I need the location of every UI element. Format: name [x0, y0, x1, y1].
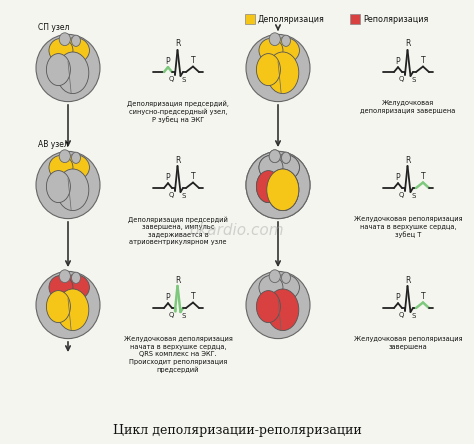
Text: R: R — [405, 40, 410, 48]
Text: Q: Q — [169, 312, 174, 317]
Ellipse shape — [61, 38, 90, 63]
Text: Желудочковая
деполяризация завершена: Желудочковая деполяризация завершена — [360, 100, 456, 114]
Ellipse shape — [36, 271, 100, 339]
Ellipse shape — [246, 271, 310, 339]
Ellipse shape — [269, 150, 281, 163]
Ellipse shape — [246, 151, 310, 218]
Ellipse shape — [57, 289, 89, 331]
Text: Деполяризация предсердий,
синусно-предсердный узел,
Р зубец на ЭКГ: Деполяризация предсердий, синусно-предсе… — [127, 100, 229, 123]
Ellipse shape — [256, 170, 281, 202]
Text: Цикл деполяризации-реполяризации: Цикл деполяризации-реполяризации — [113, 424, 361, 436]
Ellipse shape — [282, 272, 291, 283]
Ellipse shape — [57, 52, 89, 94]
Ellipse shape — [46, 54, 71, 86]
Ellipse shape — [256, 291, 281, 323]
Ellipse shape — [256, 170, 281, 202]
Ellipse shape — [282, 152, 291, 163]
Ellipse shape — [259, 275, 283, 299]
Ellipse shape — [246, 151, 310, 218]
Text: Деполяризация: Деполяризация — [258, 15, 325, 24]
Ellipse shape — [46, 291, 71, 323]
Ellipse shape — [49, 275, 73, 299]
Text: СП узел: СП узел — [38, 23, 69, 32]
Text: P: P — [396, 57, 401, 66]
Text: S: S — [182, 77, 186, 83]
Ellipse shape — [61, 274, 90, 300]
Text: P: P — [166, 173, 170, 182]
Ellipse shape — [271, 155, 300, 180]
Text: Q: Q — [399, 75, 404, 82]
Text: T: T — [191, 56, 195, 65]
Ellipse shape — [72, 35, 81, 47]
Ellipse shape — [267, 169, 299, 210]
Ellipse shape — [269, 270, 281, 282]
Ellipse shape — [36, 151, 100, 218]
Bar — [350, 14, 360, 24]
Text: S: S — [182, 193, 186, 199]
Text: okardio.com: okardio.com — [190, 222, 284, 238]
Ellipse shape — [271, 155, 300, 180]
Text: Q: Q — [399, 192, 404, 198]
Text: R: R — [405, 275, 410, 285]
Ellipse shape — [267, 169, 299, 210]
Ellipse shape — [59, 270, 71, 282]
Text: P: P — [396, 293, 401, 301]
Text: Q: Q — [169, 75, 174, 82]
Text: T: T — [421, 56, 425, 65]
Text: Желудочковая реполяризация
начата в верхушке сердца,
зубец Т: Желудочковая реполяризация начата в верх… — [354, 216, 462, 238]
Ellipse shape — [57, 169, 89, 210]
Text: R: R — [175, 40, 180, 48]
Ellipse shape — [259, 38, 283, 63]
Text: T: T — [421, 292, 425, 301]
Ellipse shape — [46, 170, 71, 202]
Bar — [245, 14, 255, 24]
Ellipse shape — [259, 155, 283, 179]
Ellipse shape — [49, 38, 73, 63]
Text: Реполяризация: Реполяризация — [363, 15, 428, 24]
Ellipse shape — [61, 155, 90, 180]
Text: P: P — [166, 293, 170, 301]
Text: Q: Q — [169, 192, 174, 198]
Text: S: S — [411, 313, 416, 319]
Ellipse shape — [282, 35, 291, 47]
Text: АВ узел: АВ узел — [38, 140, 69, 149]
Ellipse shape — [256, 54, 281, 86]
Ellipse shape — [72, 272, 81, 283]
Text: Желудочковая реполяризация
завершена: Желудочковая реполяризация завершена — [354, 336, 462, 349]
Text: P: P — [166, 57, 170, 66]
Ellipse shape — [267, 52, 299, 94]
Ellipse shape — [267, 289, 299, 331]
Ellipse shape — [36, 34, 100, 102]
Ellipse shape — [271, 38, 300, 63]
Ellipse shape — [59, 33, 71, 46]
Text: R: R — [405, 155, 410, 164]
Text: Желудочковая деполяризация
начата в верхушке сердца,
QRS комплекс на ЭКГ.
Происх: Желудочковая деполяризация начата в верх… — [124, 336, 232, 373]
Text: S: S — [182, 313, 186, 319]
Ellipse shape — [271, 274, 300, 300]
Text: S: S — [411, 193, 416, 199]
Text: R: R — [175, 275, 180, 285]
Ellipse shape — [269, 33, 281, 46]
Ellipse shape — [269, 150, 281, 163]
Ellipse shape — [259, 155, 283, 179]
Text: Q: Q — [399, 312, 404, 317]
Text: T: T — [191, 172, 195, 181]
Text: T: T — [191, 292, 195, 301]
Text: Деполяризация предсердий
завершена, импульс
задерживается в
атриовентрикулярном : Деполяризация предсердий завершена, импу… — [128, 216, 228, 245]
Text: T: T — [421, 172, 425, 181]
Ellipse shape — [246, 34, 310, 102]
Text: S: S — [411, 77, 416, 83]
Ellipse shape — [282, 152, 291, 163]
Ellipse shape — [59, 150, 71, 163]
Text: R: R — [175, 155, 180, 164]
Ellipse shape — [267, 169, 299, 210]
Ellipse shape — [72, 152, 81, 163]
Text: P: P — [396, 173, 401, 182]
Ellipse shape — [49, 155, 73, 179]
